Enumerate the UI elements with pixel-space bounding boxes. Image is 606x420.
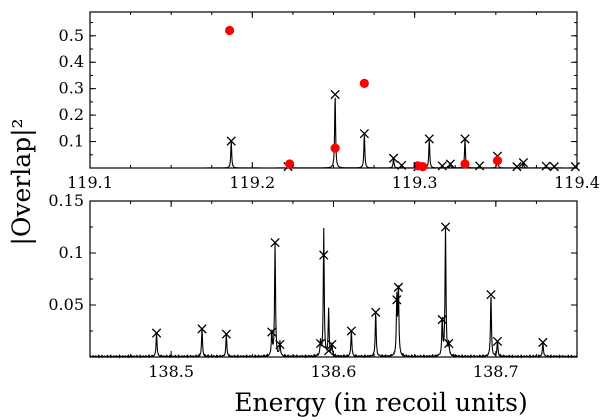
- bottom-cross-marker: [267, 327, 277, 337]
- bottom-cross-marker: [270, 237, 280, 248]
- bottom-cross-marker: [346, 326, 357, 336]
- bottom-cross-marker: [486, 289, 496, 300]
- top-x-tick-label: 119.2: [229, 173, 275, 192]
- bottom-cross-marker: [538, 337, 548, 348]
- top-y-tick-label: 0.3: [59, 79, 84, 98]
- bottom-cross-marker: [392, 295, 402, 305]
- top-cross-marker: [226, 136, 236, 146]
- top-red-point: [330, 143, 340, 153]
- bottom-cross-marker: [315, 338, 326, 349]
- bottom-cross-marker: [319, 250, 329, 260]
- bottom-y-tick-label: 0.05: [48, 295, 84, 314]
- bottom-cross-marker: [444, 338, 454, 349]
- top-red-point: [285, 159, 295, 169]
- top-cross-marker: [388, 153, 399, 163]
- bottom-panel: 138.5 138.6 138.7 0.05 0.1 0.15: [48, 191, 578, 381]
- top-cross-marker: [474, 161, 485, 171]
- top-y-tick-label: 0.2: [59, 105, 84, 124]
- top-cross-marker: [397, 160, 407, 171]
- top-red-point: [460, 159, 470, 169]
- top-cross-marker: [570, 162, 581, 172]
- bottom-cross-marker: [151, 328, 162, 338]
- top-x-tick-label: 119.4: [554, 173, 600, 192]
- top-x-tick-label: 119.3: [392, 173, 438, 192]
- top-cross-marker: [549, 162, 559, 172]
- bottom-cross-marker: [393, 282, 404, 292]
- bottom-spectrum-line: [89, 225, 578, 359]
- top-cross-marker: [445, 159, 456, 169]
- x-axis-title: Energy (in recoil units): [234, 388, 528, 417]
- top-cross-marker: [330, 89, 340, 100]
- top-y-tick-label: 0.4: [59, 52, 84, 71]
- top-red-point: [418, 162, 428, 172]
- bottom-cross-marker: [440, 222, 451, 232]
- bottom-y-tick-label: 0.15: [48, 191, 84, 210]
- top-spectrum-line: [90, 97, 578, 169]
- top-cross-marker: [512, 162, 522, 172]
- bottom-cross-marker: [197, 324, 207, 334]
- top-red-point: [492, 155, 503, 166]
- top-red-point: [225, 25, 235, 36]
- top-cross-marker: [518, 158, 529, 168]
- bottom-x-tick-label: 138.5: [148, 362, 194, 381]
- top-cross-marker: [460, 134, 470, 144]
- bottom-cross-marker: [221, 329, 232, 339]
- bottom-cross-marker: [492, 336, 503, 347]
- top-x-tick-label: 119.1: [67, 173, 113, 192]
- top-y-tick-label: 0.1: [59, 132, 84, 151]
- top-cross-marker: [359, 128, 370, 139]
- bottom-cross-marker: [437, 314, 447, 325]
- bottom-x-tick-label: 138.7: [473, 362, 519, 381]
- bottom-cross-marker: [371, 307, 381, 317]
- bottom-cross-marker: [327, 339, 337, 350]
- top-cross-marker: [424, 134, 434, 144]
- top-panel: 119.1 119.2 119.3 119.4 0.1 0.2 0.3 0.4 0.5: [59, 11, 600, 192]
- bottom-cross-marker: [323, 346, 334, 356]
- bottom-cross-marker: [275, 339, 285, 350]
- top-y-tick-label: 0.5: [59, 26, 84, 45]
- y-axis-title: |Overlap|²: [7, 118, 37, 245]
- top-cross-marker: [541, 161, 551, 171]
- bottom-plot-frame: [89, 200, 578, 358]
- bottom-x-tick-label: 138.6: [311, 362, 357, 381]
- top-red-point: [359, 78, 369, 88]
- top-cross-marker: [437, 161, 447, 171]
- bottom-y-tick-label: 0.1: [59, 243, 84, 262]
